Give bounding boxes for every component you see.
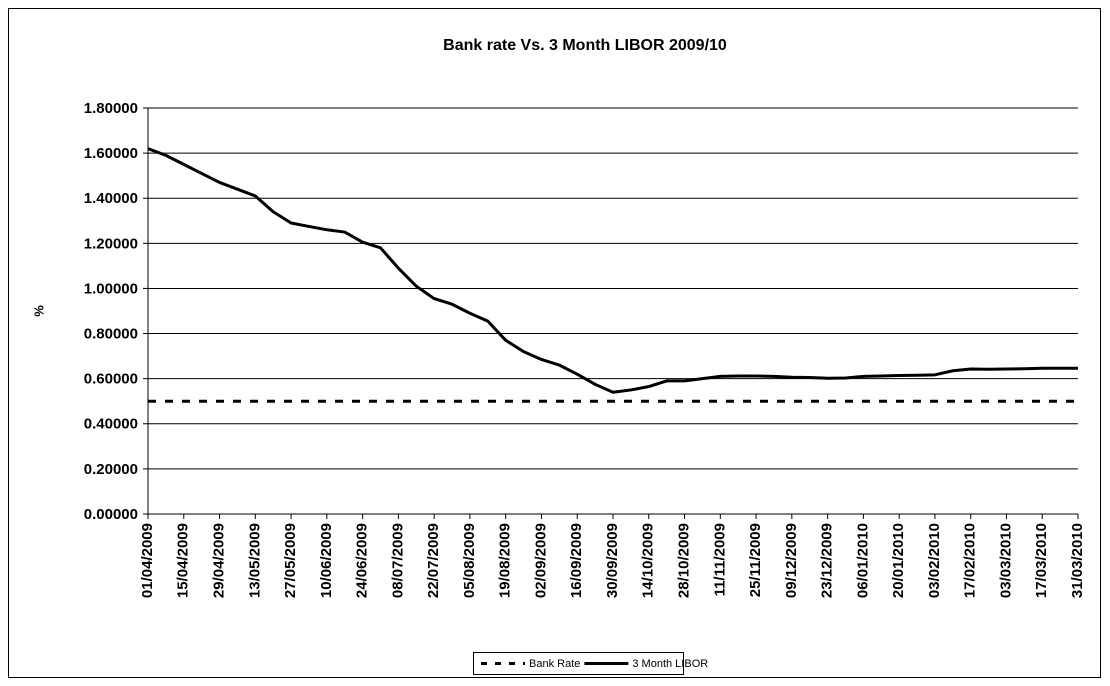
x-tick-label: 23/12/2009 [819, 523, 836, 598]
x-tick-label: 06/01/2010 [854, 523, 871, 598]
legend: Bank Rate 3 Month LIBOR [473, 652, 708, 675]
x-tick-label: 31/03/2010 [1069, 523, 1086, 598]
legend-box [473, 652, 684, 675]
y-tick-label: 1.60000 [84, 145, 138, 162]
line-series [147, 147, 1078, 394]
x-tick-label: 13/05/2009 [246, 523, 263, 598]
x-tick-label: 15/04/2009 [175, 523, 192, 598]
x-tick-label: 05/08/2009 [461, 523, 478, 598]
y-tick-label: 1.20000 [84, 235, 138, 252]
y-tick-label: 0.00000 [84, 506, 138, 523]
y-tick-label: 0.40000 [84, 416, 138, 433]
x-tick-label: 03/02/2010 [926, 523, 943, 598]
legend-label: 3 Month LIBOR [632, 658, 708, 670]
x-tick-label: 25/11/2009 [747, 523, 764, 597]
legend-label: Bank Rate [529, 658, 580, 670]
x-tick-label: 08/07/2009 [389, 523, 406, 598]
x-tick-label: 24/06/2009 [354, 523, 371, 598]
x-tick-label: 28/10/2009 [676, 523, 693, 598]
y-axis-label: % [31, 305, 46, 317]
x-tick-label: 22/07/2009 [425, 523, 442, 598]
x-tick-label: 19/08/2009 [497, 523, 514, 598]
x-tick-label: 14/10/2009 [640, 523, 657, 598]
y-tick-label: 0.20000 [84, 461, 138, 478]
x-tick-label: 11/11/2009 [711, 523, 728, 596]
x-tick-label: 29/04/2009 [211, 523, 228, 598]
y-tick-label: 1.80000 [84, 100, 138, 117]
x-tick-label: 02/09/2009 [532, 523, 549, 598]
x-tick-label: 30/09/2009 [604, 523, 621, 598]
x-tick-label: 27/05/2009 [282, 523, 299, 598]
y-tick-label: 0.60000 [84, 371, 138, 388]
y-tick-label: 1.00000 [84, 280, 138, 297]
y-tick-label: 1.40000 [84, 190, 138, 207]
x-tick-label: 01/04/2009 [139, 523, 156, 598]
chart-title: Bank rate Vs. 3 Month LIBOR 2009/10 [443, 37, 727, 54]
x-tick-label: 09/12/2009 [783, 523, 800, 598]
x-tick-label: 03/03/2010 [997, 523, 1014, 598]
x-tick-label: 17/03/2010 [1033, 523, 1050, 598]
chart-frame [8, 8, 1101, 678]
x-tick-label: 16/09/2009 [568, 523, 585, 598]
x-tick-label: 17/02/2010 [962, 523, 979, 598]
y-tick-label: 0.80000 [84, 326, 138, 343]
x-tick-label: 10/06/2009 [318, 523, 335, 598]
x-tick-label: 20/01/2010 [890, 523, 907, 598]
